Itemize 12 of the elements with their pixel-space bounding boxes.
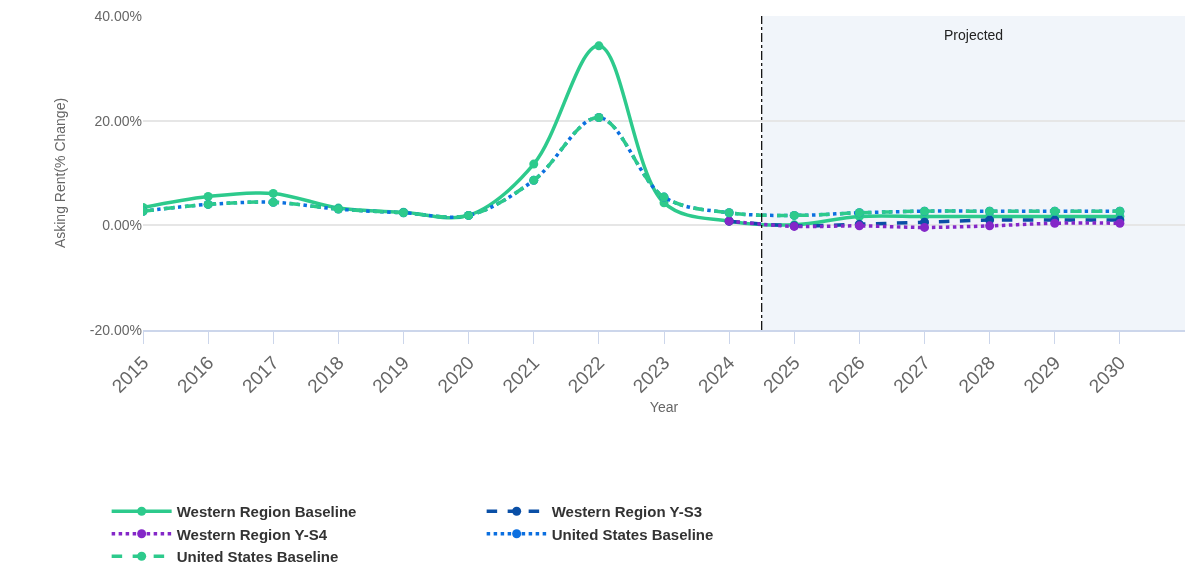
y-tick-label: 0.00% (102, 217, 142, 234)
band-label: Projected (944, 27, 1004, 43)
y-tick-label: 40.00% (94, 7, 142, 24)
legend-label: Western Region Y-S4 (176, 525, 328, 543)
legend-label: Western Region Y-S3 (551, 503, 702, 521)
legend-label: Western Region Baseline (176, 503, 357, 521)
y-tick-label: 20.00% (94, 112, 142, 129)
legend-label: United States Baseline (176, 548, 339, 566)
legend-label: United States Baseline (551, 525, 714, 543)
x-axis-title: Year (649, 398, 679, 415)
y-tick-label: -20.00% (89, 321, 142, 338)
y-axis-title: Asking Rent(% Change) (52, 97, 69, 249)
